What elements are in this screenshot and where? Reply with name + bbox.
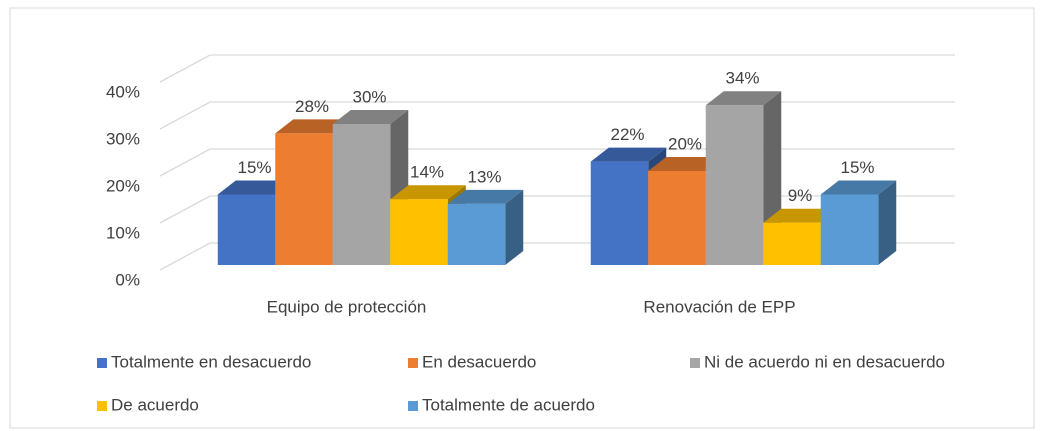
legend-swatch [97, 358, 107, 368]
legend-label: Totalmente en desacuerdo [111, 352, 311, 371]
x-tick-label: Renovación de EPP [643, 297, 795, 316]
legend-swatch [97, 401, 107, 411]
legend-swatch [408, 401, 418, 411]
value-label: 22% [610, 125, 644, 144]
bar-top [590, 147, 667, 162]
y-tick-label: 0% [115, 270, 140, 289]
y-tick-label: 20% [106, 176, 140, 195]
x-tick-label: Equipo de protección [267, 297, 427, 316]
bar-top [217, 180, 294, 195]
bar-top [648, 157, 724, 171]
value-label: 9% [788, 186, 813, 205]
bar-top [705, 91, 782, 106]
bar [763, 222, 821, 265]
value-label: 34% [725, 69, 759, 88]
bar [447, 203, 506, 265]
bar [390, 199, 448, 265]
legend-label: De acuerdo [111, 395, 199, 414]
bar [217, 194, 276, 265]
y-tick-label: 30% [106, 129, 140, 148]
legend-label: Totalmente de acuerdo [422, 395, 595, 414]
bar-side [878, 180, 897, 265]
bar-top [332, 110, 409, 124]
y-tick-label: 40% [106, 82, 140, 101]
value-label: 28% [295, 97, 329, 116]
value-label: 20% [668, 134, 702, 153]
value-label: 14% [410, 163, 444, 182]
bar [590, 161, 649, 265]
bar-top [390, 185, 466, 200]
bar-top [763, 208, 839, 223]
value-label: 30% [352, 87, 386, 106]
bar [705, 105, 764, 265]
bar-side [505, 189, 524, 265]
value-label: 13% [467, 167, 501, 186]
legend-swatch [408, 358, 418, 368]
legend-swatch [690, 358, 700, 368]
legend-label: En desacuerdo [422, 352, 536, 371]
grid-line [159, 54, 955, 83]
y-tick-label: 10% [106, 223, 140, 242]
bar [648, 171, 706, 265]
bar [820, 194, 879, 265]
bar [332, 124, 391, 265]
bar-top [820, 180, 897, 195]
grid-line [159, 101, 955, 130]
bar-top [275, 119, 351, 134]
legend-label: Ni de acuerdo ni en desacuerdo [704, 352, 945, 371]
value-label: 15% [840, 158, 874, 177]
value-label: 15% [237, 158, 271, 177]
bar [275, 133, 333, 265]
bar-top [447, 189, 524, 204]
chart-frame [9, 7, 1035, 429]
